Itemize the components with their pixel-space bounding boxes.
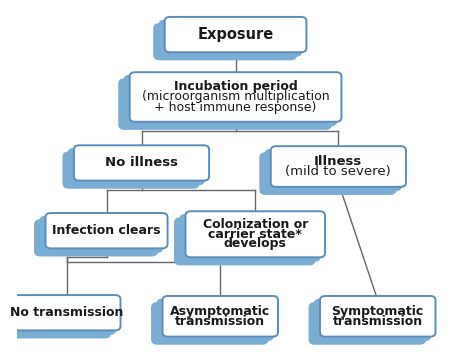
Text: No transmission: No transmission (10, 306, 124, 319)
FancyBboxPatch shape (69, 149, 204, 184)
Text: + host immune response): + host immune response) (154, 101, 317, 114)
Text: carrier state*: carrier state* (208, 228, 302, 241)
FancyBboxPatch shape (63, 153, 198, 188)
FancyBboxPatch shape (14, 295, 121, 330)
Text: (microorganism multiplication: (microorganism multiplication (142, 91, 329, 103)
FancyBboxPatch shape (40, 217, 162, 252)
Text: develops: develops (224, 237, 287, 250)
FancyBboxPatch shape (74, 145, 209, 180)
FancyBboxPatch shape (180, 215, 320, 261)
FancyBboxPatch shape (165, 17, 306, 52)
FancyBboxPatch shape (186, 211, 325, 257)
FancyBboxPatch shape (260, 153, 395, 194)
FancyBboxPatch shape (130, 72, 341, 122)
FancyBboxPatch shape (154, 24, 296, 59)
Text: Exposure: Exposure (197, 27, 274, 42)
FancyBboxPatch shape (175, 218, 314, 265)
Text: Infection clears: Infection clears (52, 224, 161, 237)
FancyBboxPatch shape (3, 302, 110, 338)
FancyBboxPatch shape (320, 296, 435, 337)
FancyBboxPatch shape (309, 303, 425, 344)
FancyBboxPatch shape (157, 300, 273, 340)
FancyBboxPatch shape (35, 220, 157, 256)
FancyBboxPatch shape (125, 76, 336, 125)
FancyBboxPatch shape (266, 150, 401, 190)
FancyBboxPatch shape (159, 20, 301, 56)
Text: Colonization or: Colonization or (202, 218, 308, 231)
FancyBboxPatch shape (9, 299, 115, 334)
FancyBboxPatch shape (46, 213, 167, 248)
Text: Asymptomatic: Asymptomatic (170, 305, 270, 318)
Text: transmission: transmission (333, 315, 423, 328)
Text: Symptomatic: Symptomatic (332, 305, 424, 318)
Text: transmission: transmission (175, 315, 265, 328)
Text: (mild to severe): (mild to severe) (285, 165, 391, 178)
Text: No illness: No illness (105, 156, 178, 169)
FancyBboxPatch shape (271, 146, 406, 187)
FancyBboxPatch shape (162, 296, 278, 337)
Text: Illness: Illness (314, 155, 363, 168)
FancyBboxPatch shape (315, 300, 430, 340)
FancyBboxPatch shape (152, 303, 268, 344)
FancyBboxPatch shape (119, 79, 331, 129)
Text: Incubation period: Incubation period (174, 80, 298, 93)
